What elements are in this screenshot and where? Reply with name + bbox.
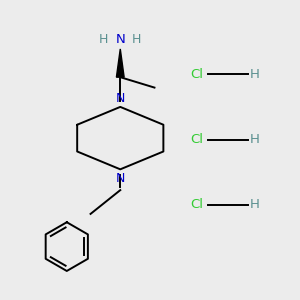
Text: N: N <box>116 172 125 185</box>
Text: H: H <box>132 33 141 46</box>
Text: H: H <box>250 68 260 81</box>
Text: H: H <box>250 133 260 146</box>
Text: Cl: Cl <box>190 68 203 81</box>
Polygon shape <box>116 49 124 77</box>
Text: N: N <box>116 33 125 46</box>
Text: N: N <box>116 92 125 104</box>
Text: H: H <box>99 33 109 46</box>
Text: Cl: Cl <box>190 199 203 212</box>
Text: Cl: Cl <box>190 133 203 146</box>
Text: H: H <box>250 199 260 212</box>
